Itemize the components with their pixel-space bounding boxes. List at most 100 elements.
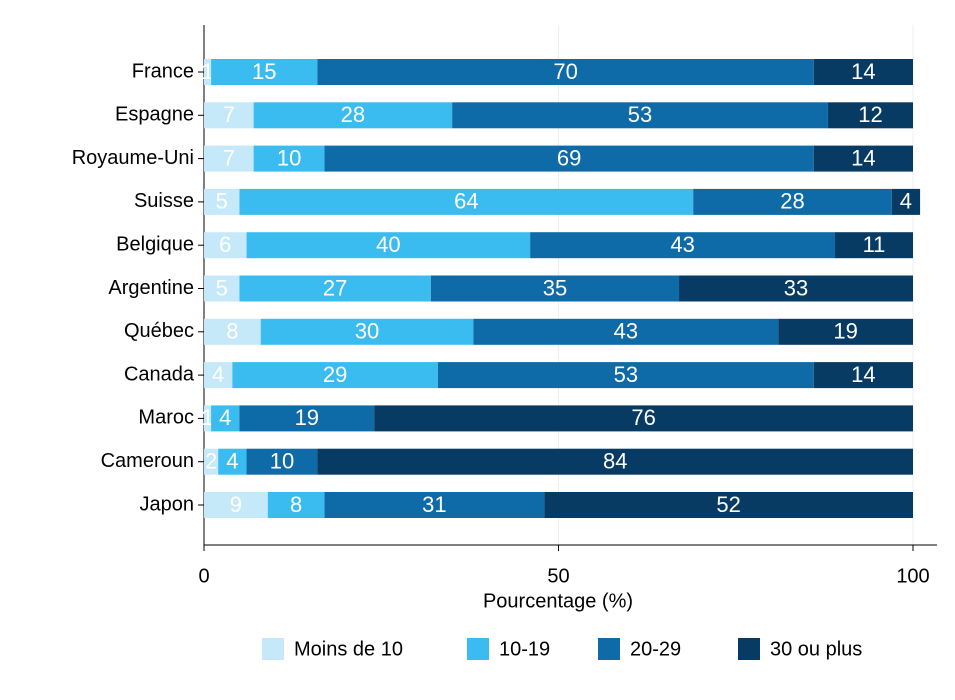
y-tick-label: Japon [140,493,195,515]
bar-segment [813,362,913,389]
y-tick-label: Cameroun [101,450,194,472]
bar-segment [204,492,268,518]
bar-segment [204,362,233,389]
bar-segment [267,492,325,518]
bar-segment [204,188,240,215]
data-label: 8 [290,492,302,517]
bar-segment [204,275,240,302]
bar-segment [211,405,240,432]
bar-segment [835,232,913,259]
bar-segment [204,232,247,259]
data-label: 9 [230,492,242,517]
x-tick-label: 100 [896,565,929,587]
bar-segment [204,318,261,345]
legend-label: Moins de 10 [294,638,403,660]
bar-segment [204,405,212,432]
bar-segment [324,145,814,172]
y-tick-label: Belgique [116,233,194,255]
bar-segment [374,405,913,432]
bar-segment [246,448,318,475]
data-label: 28 [780,189,804,214]
bar-segment [693,188,892,215]
bar-segment [544,492,913,518]
data-label: 10 [277,145,301,170]
data-label: 70 [553,59,577,84]
data-label: 76 [631,405,655,430]
bar-segment [430,275,680,302]
bar-segment [778,318,913,345]
data-label: 10 [270,449,294,474]
bar-segment [260,318,474,345]
x-tick-label: 50 [547,565,569,587]
bar-segment [232,362,438,389]
data-label: 30 [355,319,379,344]
bar-segment [239,275,431,302]
data-label: 4 [226,449,238,474]
legend-label: 10-19 [499,638,550,660]
data-label: 2 [205,449,217,474]
y-tick-label: France [132,60,194,82]
y-tick-label: Suisse [134,190,194,212]
legend-label: 30 ou plus [770,638,862,660]
data-label: 43 [670,232,694,257]
bar-segment [891,188,921,215]
bar-segment [452,102,828,129]
bar-segment [239,405,375,432]
legend-swatch [262,638,284,660]
bar-segment [530,232,836,259]
data-label: 14 [851,59,875,84]
data-label: 5 [216,189,228,214]
x-tick-label: 0 [198,565,209,587]
data-label: 1 [201,405,213,430]
data-label: 31 [422,492,446,517]
bar-segment [253,145,325,172]
data-label: 53 [628,102,652,127]
data-label: 7 [223,145,235,170]
bar-segment [218,448,247,475]
data-label: 84 [603,449,627,474]
bar-segment [204,102,254,129]
data-label: 14 [851,145,875,170]
bar-segment [317,59,814,85]
bar-segment [204,59,212,85]
data-label: 53 [614,362,638,387]
data-label: 33 [784,275,808,300]
bar-segment [204,448,219,475]
bar-segment [253,102,453,129]
data-label: 11 [863,232,886,257]
data-label: 4 [212,362,224,387]
bar-segment [204,145,254,172]
data-label: 4 [900,189,912,214]
bar-segment [827,102,913,129]
data-label: 43 [614,319,638,344]
bar-segment [679,275,913,302]
data-label: 12 [858,102,882,127]
data-label: 52 [716,492,740,517]
legend-swatch [738,638,760,660]
data-label: 4 [219,405,231,430]
data-label: 64 [454,189,478,214]
data-label: 27 [323,275,347,300]
data-label: 8 [226,319,238,344]
data-label: 19 [833,319,857,344]
y-tick-label: Royaume-Uni [72,147,194,169]
data-label: 19 [295,405,319,430]
data-label: 14 [851,362,875,387]
y-tick-label: Maroc [138,407,194,429]
bar-segment [239,188,694,215]
bar-segment [211,59,318,85]
data-label: 7 [223,102,235,127]
data-label: 40 [376,232,400,257]
data-label: 29 [323,362,347,387]
bar-segment [813,145,913,172]
y-tick-label: Argentine [108,277,194,299]
data-label: 28 [341,102,365,127]
data-label: 6 [219,232,231,257]
data-label: 1 [201,59,213,84]
y-tick-label: Québec [124,320,194,342]
bar-segment [437,362,814,389]
legend-swatch [598,638,620,660]
y-tick-label: Espagne [115,104,194,126]
legend-label: 20-29 [630,638,681,660]
bar-segment [813,59,913,85]
